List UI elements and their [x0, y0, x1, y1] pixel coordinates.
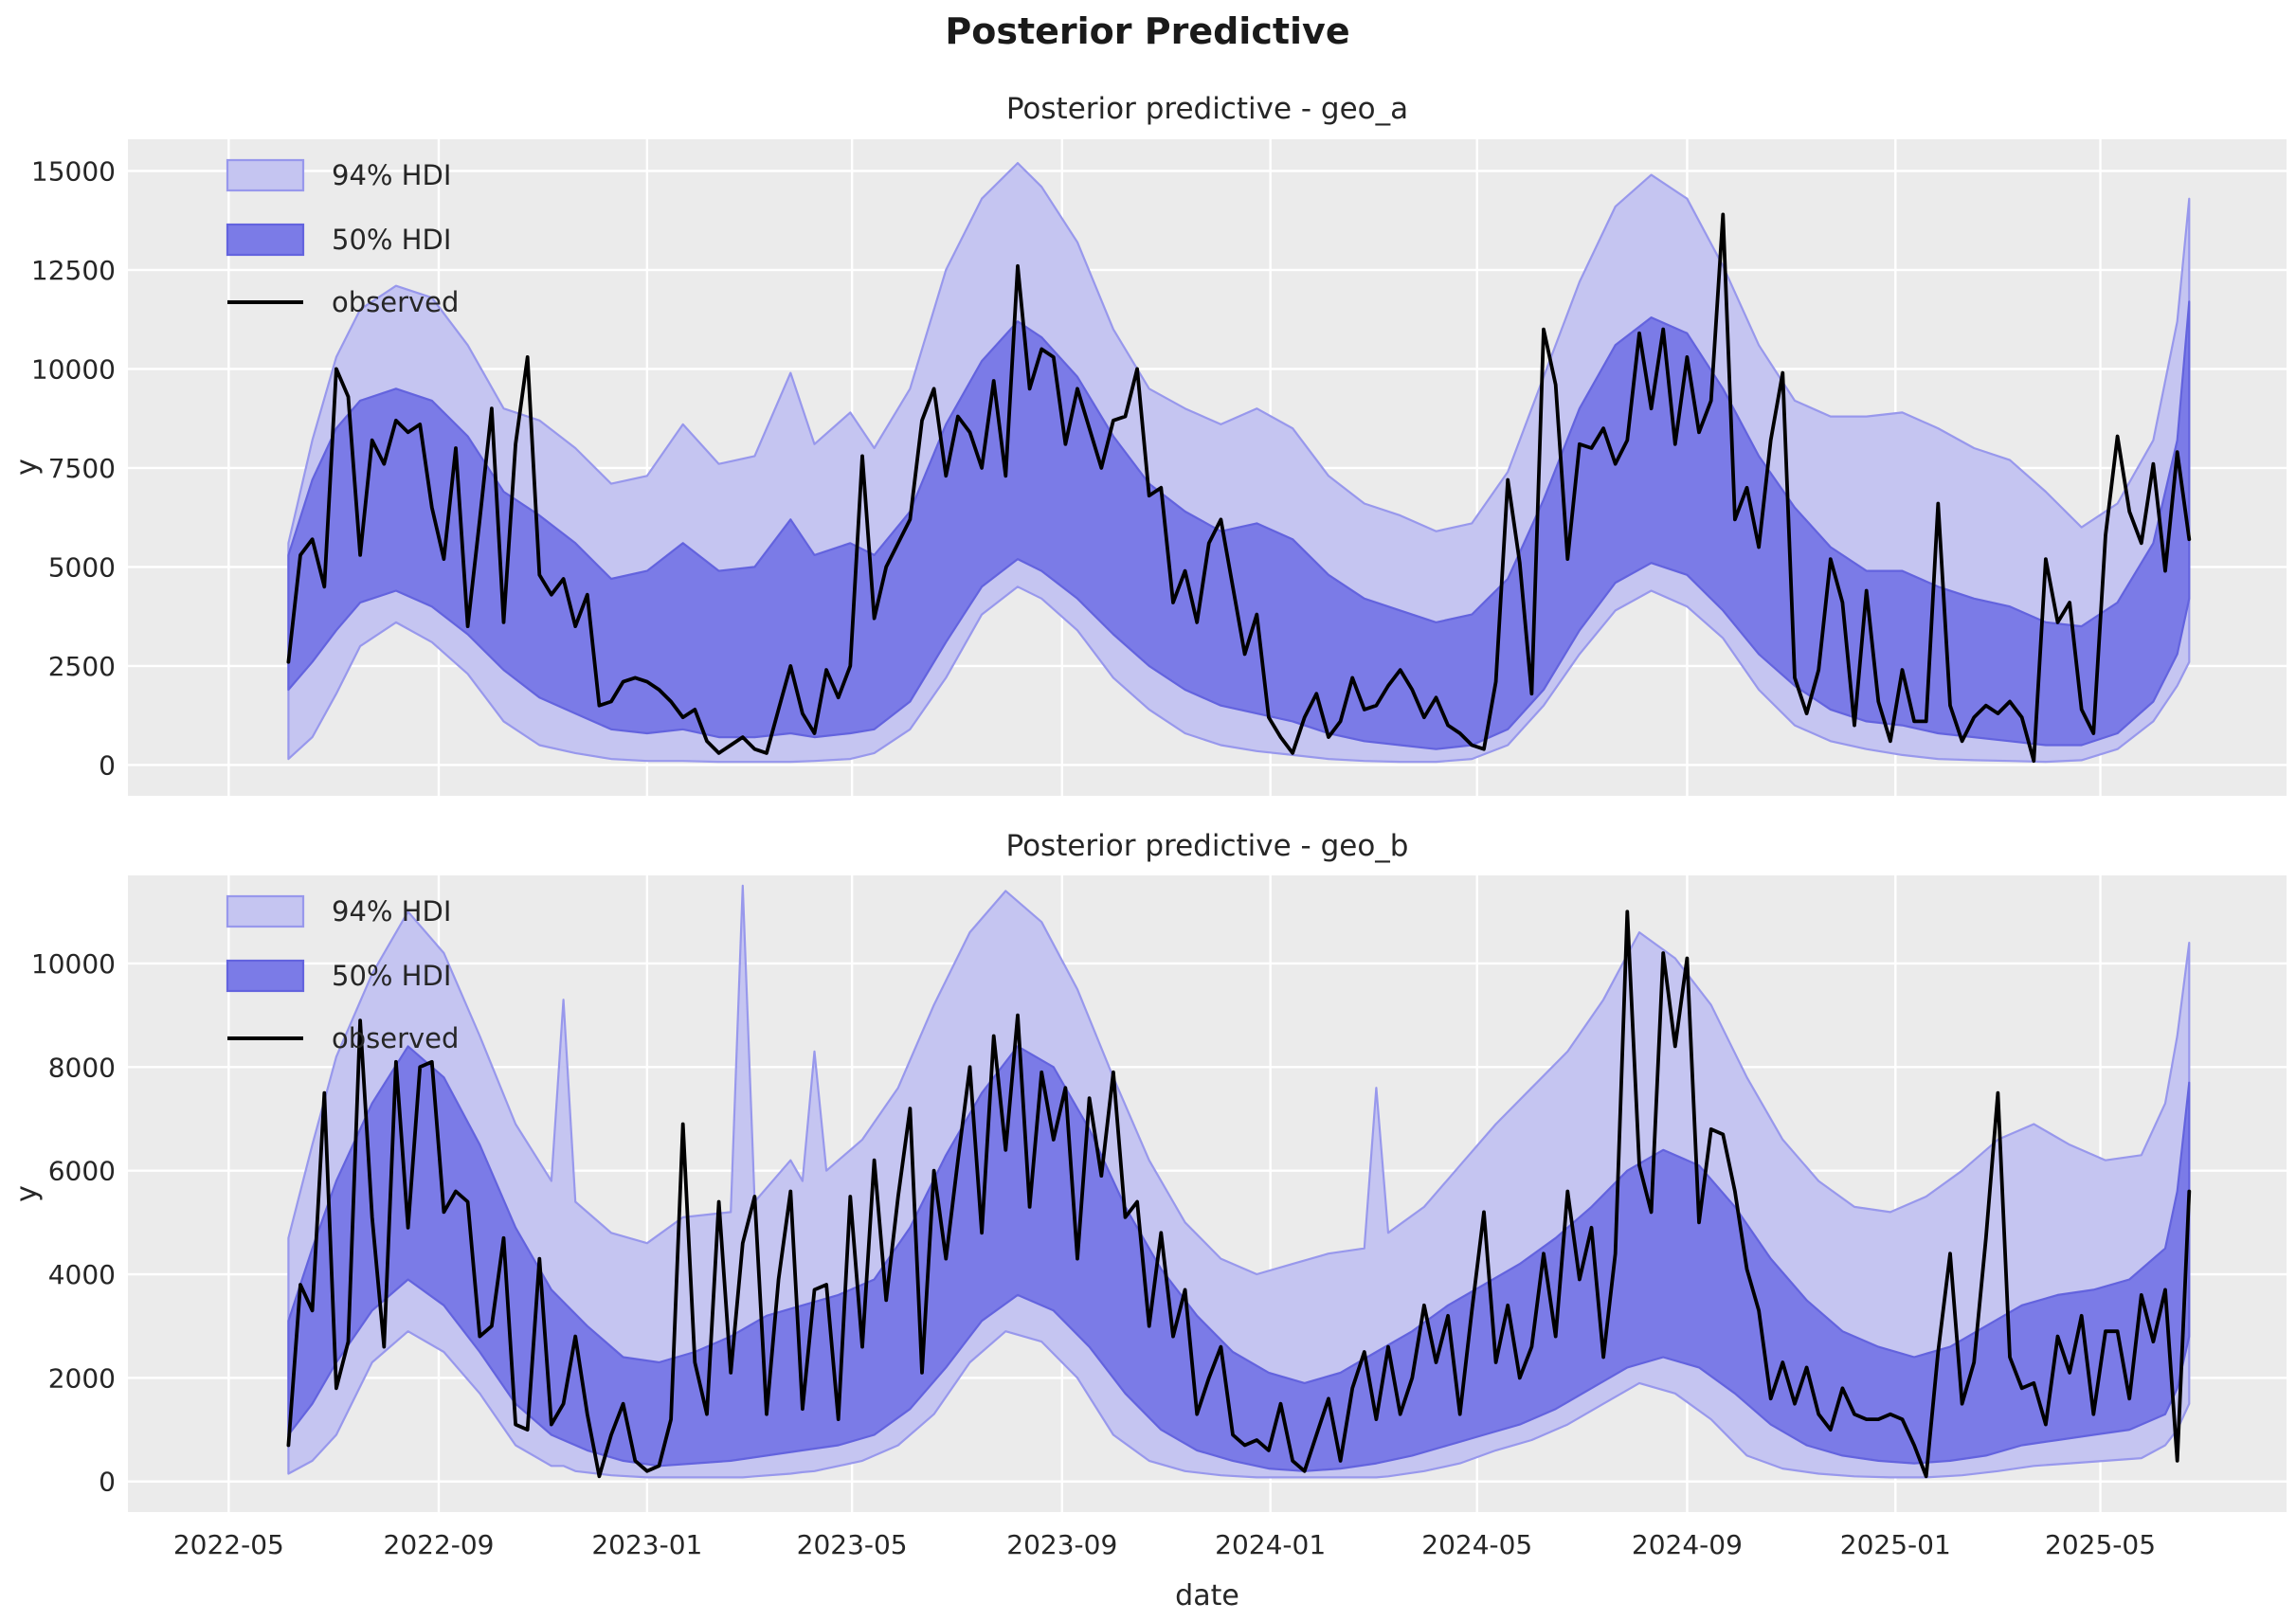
legend-label: 50% HDI	[332, 960, 451, 992]
x-tick-label: 2023-01	[591, 1529, 702, 1560]
y-tick-label: 2000	[48, 1362, 116, 1394]
subplot-title-geo-b: Posterior predictive - geo_b	[1006, 829, 1409, 863]
y-tick-label: 6000	[48, 1156, 116, 1187]
y-tick-label: 8000	[48, 1052, 116, 1083]
legend-hdi94-swatch	[226, 894, 305, 928]
x-tick-label: 2024-09	[1632, 1529, 1743, 1560]
y-tick-label: 10000	[31, 948, 116, 980]
y-tick-label: 4000	[48, 1259, 116, 1290]
x-tick-label: 2022-05	[173, 1529, 284, 1560]
plots-layer: 0 2500 5000 7500 10000 12500 15000 94% HDI 50% H…	[31, 139, 2287, 1560]
x-tick-label: 2023-09	[1006, 1529, 1117, 1560]
y-tick-label: 2500	[48, 651, 116, 682]
legend-label: 50% HDI	[332, 224, 451, 256]
legend: 94% HDI 50% HDI observed	[226, 894, 459, 1054]
subplot-geo_b: 0 2000 4000 6000 8000 10000 2022-05 2022-09 2023…	[31, 875, 2287, 1560]
legend-hdi50-swatch	[226, 223, 305, 257]
legend-label: 94% HDI	[332, 895, 451, 928]
subplot-geo_a: 0 2500 5000 7500 10000 12500 15000 94% HDI 50% H…	[31, 139, 2287, 796]
y-tick-label: 0	[99, 1467, 116, 1498]
y-tick-label: 0	[99, 749, 116, 781]
legend-hdi50-swatch	[226, 959, 305, 993]
observed-line	[286, 910, 2192, 1479]
y-tick-label: 12500	[31, 255, 116, 286]
figure-suptitle: Posterior Predictive	[945, 10, 1349, 52]
x-tick-label: 2024-01	[1215, 1529, 1326, 1560]
x-axis-label: date	[1175, 1579, 1239, 1612]
y-tick-label: 15000	[31, 155, 116, 187]
legend-label: observed	[332, 1022, 459, 1054]
x-tick-label: 2024-05	[1421, 1529, 1532, 1560]
legend-hdi94-swatch	[226, 158, 305, 192]
y-tick-label: 5000	[48, 551, 116, 583]
y-tick-label: 7500	[48, 453, 116, 484]
observed-line	[286, 212, 2192, 764]
x-tick-label: 2023-05	[797, 1529, 908, 1560]
x-tick-label: 2025-01	[1840, 1529, 1951, 1560]
x-tick-label: 2025-05	[2045, 1529, 2156, 1560]
legend-label: observed	[332, 286, 459, 318]
subplot-title-geo-a: Posterior predictive - geo_a	[1006, 92, 1408, 126]
x-tick-label: 2022-09	[384, 1529, 495, 1560]
y-tick-label: 10000	[31, 353, 116, 385]
y-axis-label-geo-b: y	[10, 1185, 44, 1202]
legend-label: 94% HDI	[332, 159, 451, 191]
legend: 94% HDI 50% HDI observed	[226, 158, 459, 318]
y-axis-label-geo-a: y	[10, 459, 44, 476]
